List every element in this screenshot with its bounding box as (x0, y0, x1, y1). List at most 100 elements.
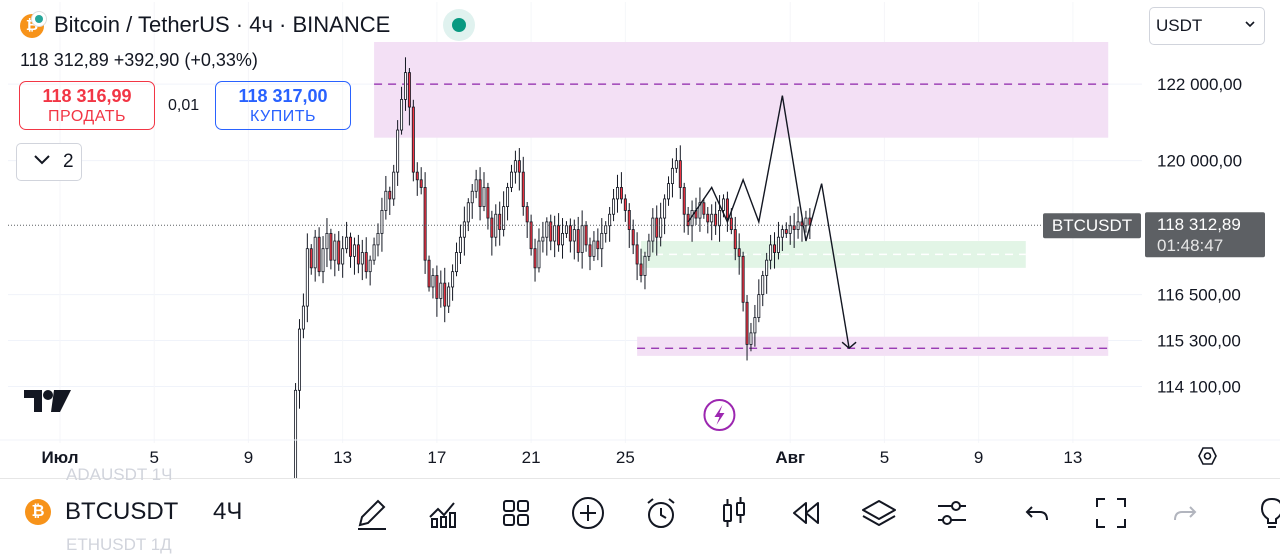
candle-body (557, 225, 561, 246)
candle (506, 182, 510, 221)
candle-body (470, 190, 474, 204)
candle (321, 236, 325, 284)
tradingview-logo-icon[interactable] (24, 388, 72, 419)
candle-body (506, 187, 510, 207)
candle (388, 186, 392, 216)
candle-body (529, 221, 533, 250)
symbol-button[interactable]: BTCUSDT (65, 498, 179, 525)
price-chart[interactable]: BTCUSDT 118 312,89 01:48:47 122 000,00 120 … (0, 0, 1280, 478)
chart-title[interactable]: Bitcoin / TetherUS · 4ч · BINANCE (54, 12, 391, 37)
currency-select[interactable]: USDT (1149, 7, 1265, 45)
indicators-icon[interactable] (424, 493, 464, 533)
candle-body (313, 236, 317, 269)
market-open-indicator[interactable] (443, 9, 475, 41)
candle (725, 191, 729, 232)
candle (462, 206, 466, 256)
candle (510, 164, 513, 193)
candle-body (718, 210, 722, 227)
candle (478, 167, 482, 221)
candle-body (384, 190, 388, 211)
candle-body (572, 229, 576, 242)
candle-body (333, 240, 337, 261)
settings-sliders-icon[interactable] (932, 493, 972, 533)
chart-axes: 122 000,00 120 000,00 116 500,00 115 300,00… (0, 75, 1280, 467)
layout-grid-icon[interactable] (496, 493, 536, 533)
x-tick-label: 17 (427, 448, 446, 467)
sell-button[interactable]: 118 316,99 ПРОДАТЬ (19, 81, 155, 130)
candle-body (431, 275, 435, 288)
candle (502, 191, 506, 237)
candle-body (788, 225, 792, 234)
candle-body (435, 275, 439, 299)
candle-body (784, 229, 788, 234)
candle-body (388, 190, 392, 200)
candle-body (741, 255, 745, 303)
alert-clock-icon[interactable] (641, 493, 681, 533)
replay-icon[interactable] (786, 493, 826, 533)
fullscreen-icon[interactable] (1091, 493, 1131, 533)
lightbulb-icon[interactable] (1252, 493, 1280, 533)
candle (596, 228, 600, 261)
candle (447, 282, 451, 314)
candle-body (341, 248, 345, 265)
candles-icon[interactable] (714, 493, 754, 533)
candle (604, 221, 608, 243)
candle-body (702, 202, 706, 215)
candle (513, 150, 517, 184)
candle (545, 217, 549, 256)
candle-body (780, 229, 784, 238)
candle-body (725, 198, 729, 219)
projection-path (687, 95, 857, 350)
undo-icon[interactable] (1018, 493, 1058, 533)
candle-body (443, 282, 447, 307)
candle (698, 187, 702, 232)
candle (737, 233, 741, 275)
chevron-down-icon (1244, 17, 1256, 32)
candle-body (439, 282, 443, 299)
redo-icon[interactable] (1164, 493, 1204, 533)
pen-icon[interactable] (352, 493, 392, 533)
candle-body (608, 213, 612, 227)
candle-body (309, 248, 313, 269)
candle (580, 210, 584, 269)
candle-body (580, 225, 584, 253)
candle (298, 319, 301, 409)
candle-body (533, 248, 537, 269)
candle (572, 219, 576, 260)
candle (529, 214, 533, 256)
layers-icon[interactable] (859, 493, 899, 533)
sell-label: ПРОДАТЬ (48, 108, 126, 125)
candle-body (321, 248, 325, 273)
candle-body (411, 106, 415, 173)
candle-body (486, 187, 490, 219)
candle-body (482, 187, 486, 207)
candle-body (400, 99, 404, 131)
interval-button[interactable]: 4Ч (213, 498, 243, 525)
candle-body (753, 317, 757, 334)
candle-body (710, 213, 714, 223)
indicators-toggle-button[interactable]: 2 (16, 143, 82, 181)
candle-body (576, 229, 580, 253)
candle (576, 216, 580, 262)
y-tick-label: 122 000,00 (1157, 75, 1242, 94)
candle-body (352, 244, 356, 257)
candle (466, 198, 470, 232)
candle-body (455, 252, 458, 273)
candle (757, 279, 761, 323)
axis-settings-icon (1198, 447, 1217, 465)
candle-body (663, 198, 667, 219)
x-tick-label: 5 (880, 448, 889, 467)
candle-body (301, 305, 305, 330)
candle-body (706, 213, 710, 223)
candle-body (392, 171, 396, 200)
candle (600, 218, 604, 268)
candle (682, 182, 686, 233)
indicators-count: 2 (63, 151, 74, 172)
candle (376, 223, 380, 257)
candle-body (380, 210, 384, 234)
candle-body (364, 252, 368, 273)
buy-button[interactable]: 118 317,00 КУПИТЬ (215, 81, 351, 130)
add-icon[interactable] (568, 493, 608, 533)
candle (761, 270, 765, 307)
x-tick-label: 21 (522, 448, 541, 467)
